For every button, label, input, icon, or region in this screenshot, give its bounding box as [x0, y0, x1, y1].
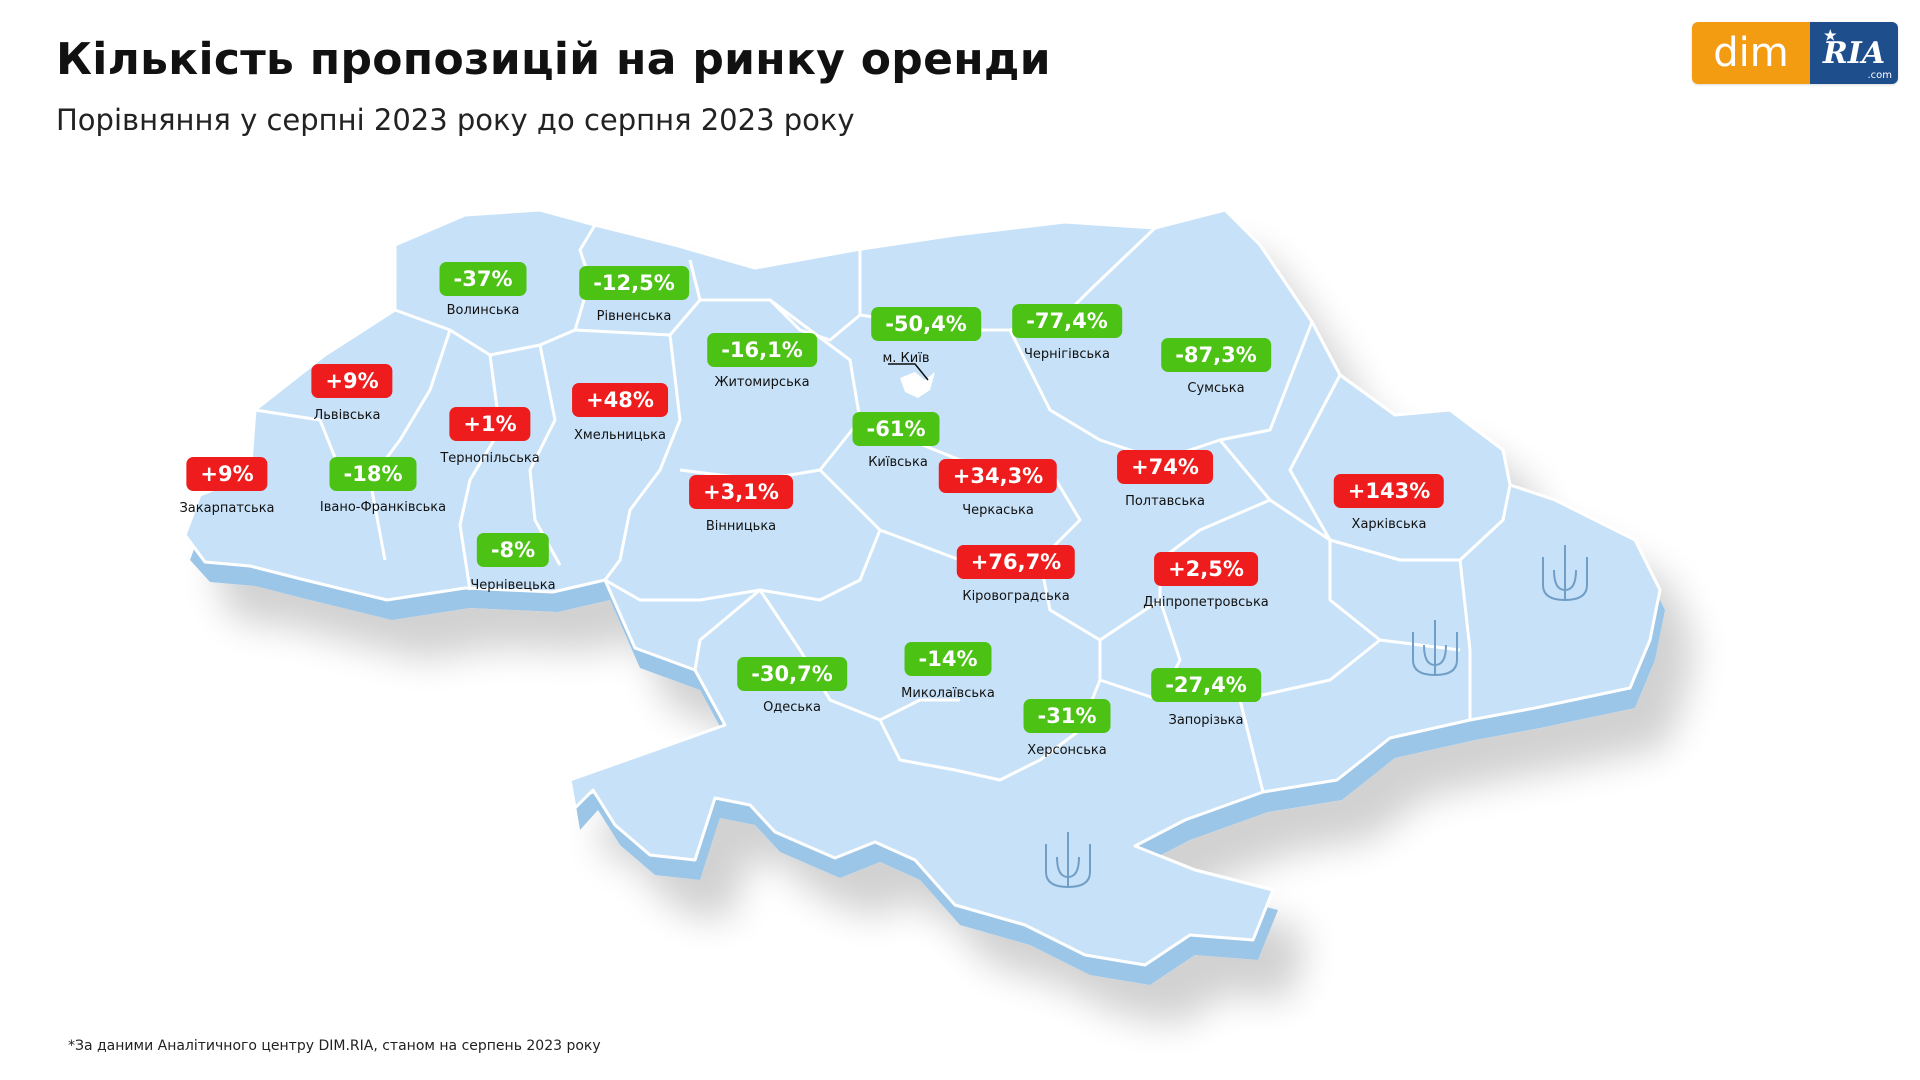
region-value-badge: -31% [1023, 699, 1111, 733]
logo-com-text: .com [1867, 70, 1892, 81]
region-name: Волинська [446, 303, 520, 318]
trident-icons [1045, 545, 1588, 889]
region-value-badge: -61% [852, 412, 940, 446]
region-value-badge: -30,7% [737, 657, 847, 691]
region-name: Харківська [1351, 517, 1427, 532]
kyiv-city-marker [888, 363, 935, 398]
region-name: Вінницька [705, 519, 777, 534]
page-subtitle: Порівняння у серпні 2023 року до серпня … [56, 103, 855, 137]
region-name: Миколаївська [901, 686, 995, 701]
region-value-badge: +9% [311, 364, 393, 398]
region-name: Львівська [313, 408, 381, 423]
region-name: Дніпропетровська [1143, 595, 1269, 610]
region-value-badge: -14% [904, 642, 992, 676]
region-name: Одеська [763, 700, 821, 715]
region-value-badge: +48% [572, 383, 668, 417]
region-name: Кіровоградська [962, 589, 1070, 604]
region-name: м. Київ [882, 351, 930, 366]
region-value-badge: -77,4% [1012, 304, 1122, 338]
region-name: Івано-Франківська [319, 500, 447, 515]
trident-icon [1045, 832, 1091, 889]
region-name: Черкаська [962, 503, 1034, 518]
region-value-badge: -37% [439, 262, 527, 296]
region-name: Тернопільська [440, 451, 540, 466]
page-title: Кількість пропозицій на ринку оренди [56, 34, 1051, 85]
trident-icon [1412, 620, 1458, 677]
region-name: Полтавська [1125, 494, 1205, 509]
region-value-badge: -12,5% [579, 266, 689, 300]
region-value-badge: +1% [449, 407, 531, 441]
map-body [183, 208, 1665, 985]
region-value-badge: +9% [186, 457, 268, 491]
region-name: Житомирська [714, 375, 810, 390]
region-name: Хмельницька [574, 428, 666, 443]
region-name: Запорізька [1168, 713, 1244, 728]
region-name: Закарпатська [179, 501, 275, 516]
region-name: Рівненська [596, 309, 672, 324]
region-value-badge: -50,4% [871, 307, 981, 341]
region-value-badge: +74% [1117, 450, 1213, 484]
region-value-badge: +2,5% [1154, 552, 1258, 586]
logo-ria-text: RIA [1822, 35, 1886, 71]
region-value-badge: +143% [1333, 474, 1445, 508]
region-name: Чернігівська [1023, 347, 1111, 362]
region-value-badge: -16,1% [707, 333, 817, 367]
logo-dim-part: dim [1692, 22, 1810, 84]
dimria-logo[interactable]: dim ★ RIA .com [1692, 22, 1898, 84]
region-name: Сумська [1187, 381, 1245, 396]
region-value-badge: -27,4% [1151, 668, 1261, 702]
star-icon: ★ [1824, 28, 1837, 44]
region-value-badge: +3,1% [689, 475, 793, 509]
oblast-borders [254, 224, 1512, 793]
region-value-badge: +34,3% [938, 459, 1058, 493]
region-value-badge: +76,7% [956, 545, 1076, 579]
region-name: Чернівецька [470, 578, 556, 593]
region-value-badge: -87,3% [1161, 338, 1271, 372]
trident-icon [1542, 545, 1588, 602]
region-value-badge: -18% [329, 457, 417, 491]
map-top-face [183, 208, 1662, 967]
region-name: Херсонська [1027, 743, 1107, 758]
logo-ria-part: ★ RIA .com [1810, 22, 1898, 84]
region-value-badge: -8% [476, 533, 550, 567]
footnote: *За даними Аналітичного центру DIM.RIA, … [68, 1038, 601, 1054]
region-name: Київська [868, 455, 928, 470]
